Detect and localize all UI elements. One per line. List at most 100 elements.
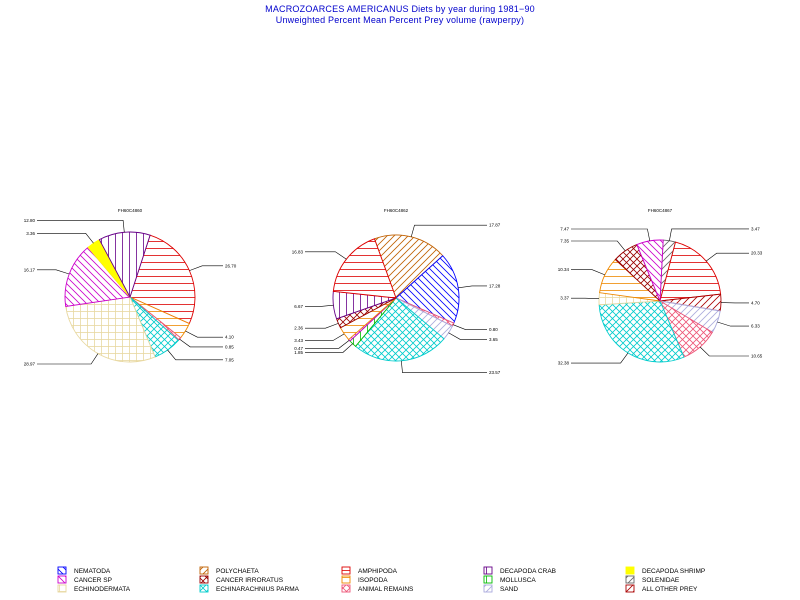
legend-item-amphipoda: AMPHIPODA xyxy=(341,566,398,575)
legend-item-echinarachnius-parma: ECHINARACHNIUS PARMA xyxy=(199,584,300,593)
legend-swatch xyxy=(57,566,67,575)
slice-value-label: 7.05 xyxy=(225,357,234,362)
legend-label: CANCER SP xyxy=(74,577,112,584)
legend-label: ECHINARACHNIUS PARMA xyxy=(216,586,300,593)
slice-value-label: 0.47 xyxy=(294,346,303,351)
pie-slice-cancer-sp xyxy=(64,246,131,307)
legend-swatch xyxy=(341,584,351,593)
legend-swatch xyxy=(483,575,493,584)
pie-label: FH60C4862 xyxy=(384,208,409,213)
legend-swatch xyxy=(341,566,351,575)
slice-value-label: 3.36 xyxy=(26,231,35,236)
chart-subtitle: Unweighted Percent Mean Percent Prey vol… xyxy=(275,15,525,25)
slice-value-label: 16.17 xyxy=(24,267,36,272)
leader-line xyxy=(167,349,223,361)
pie-chart-2: FH60C4862 17.87 17.28 0.80 3.65 23.57 1.850.47… xyxy=(292,208,501,375)
chart-title: MACROZOARCES AMERICANUS Diets by year du… xyxy=(265,4,535,14)
leader-line xyxy=(305,333,345,342)
slice-value-label: 4.10 xyxy=(225,335,234,340)
slice-value-label: 3.65 xyxy=(489,337,498,342)
legend-label: ECHINODERMATA xyxy=(74,586,131,593)
leader-line xyxy=(410,224,487,237)
leader-line xyxy=(458,285,487,289)
legend-label: AMPHIPODA xyxy=(358,568,398,575)
leader-line xyxy=(699,346,749,357)
slice-value-label: 3.43 xyxy=(294,338,303,343)
pie-chart-1: FH60C4860 26.70 4.10 0.85 7.05 28.97 16.17 3.36… xyxy=(24,208,237,367)
pie-label: FH60C4867 xyxy=(648,208,673,213)
leader-line xyxy=(305,251,347,260)
legend-label: ALL OTHER PREY xyxy=(642,586,698,593)
legend-label: NEMATODA xyxy=(74,568,111,575)
leader-line xyxy=(37,220,125,233)
leader-line xyxy=(571,269,606,276)
slice-value-label: 17.87 xyxy=(489,223,501,228)
legend-label: ISOPODA xyxy=(358,577,388,584)
legend-item-echinodermata: ECHINODERMATA xyxy=(57,584,131,593)
leader-line xyxy=(448,332,487,340)
legend-item-all-other-prey: ALL OTHER PREY xyxy=(625,584,698,593)
legend-label: ANIMAL REMAINS xyxy=(358,586,414,593)
slice-value-label: 3.37 xyxy=(560,296,569,301)
slice-value-label: 7.35 xyxy=(560,238,569,243)
slice-value-label: 28.97 xyxy=(24,362,36,367)
legend-label: SOLENIDAE xyxy=(642,577,680,584)
slice-value-label: 0.80 xyxy=(489,327,498,332)
pie-slice-nematoda xyxy=(395,255,460,324)
slice-value-label: 4.70 xyxy=(751,300,760,305)
leader-line xyxy=(571,228,651,241)
pie-slice-echinodermata xyxy=(65,296,156,363)
legend-swatch xyxy=(57,584,67,593)
leader-line xyxy=(37,353,99,365)
legend-swatch xyxy=(199,575,209,584)
leader-line xyxy=(37,269,70,275)
legend-swatch xyxy=(625,566,635,575)
pie-chart-3: FH60C4867 3.47 20.33 4.70 6.33 10.65 32.38 3.37… xyxy=(558,208,763,366)
legend-item-cancer-irroratus: CANCER IRRORATUS xyxy=(199,575,284,584)
leader-line xyxy=(305,343,353,353)
leader-line xyxy=(189,265,223,271)
leader-line xyxy=(571,240,626,252)
legend-item-isopoda: ISOPODA xyxy=(341,575,388,584)
legend-label: MOLLUSCA xyxy=(500,577,536,584)
pie-slice-amphipoda xyxy=(332,238,397,299)
pie-slice-amphipoda xyxy=(129,234,196,325)
legend-swatch xyxy=(199,566,209,575)
leader-line xyxy=(717,321,749,327)
leader-line xyxy=(179,338,223,348)
legend-label: DECAPODA CRAB xyxy=(500,568,556,575)
slice-value-label: 16.83 xyxy=(292,249,304,254)
leader-line xyxy=(452,324,487,331)
slice-value-label: 6.33 xyxy=(751,324,760,329)
leader-line xyxy=(669,228,749,241)
legend-item-decapoda-shrimp: DECAPODA SHRIMP xyxy=(625,566,705,575)
pie-slice-cancer-sp xyxy=(636,239,664,302)
leader-line xyxy=(571,352,629,364)
leader-line xyxy=(305,340,350,349)
legend-label: SAND xyxy=(500,586,518,593)
pie-label: FH60C4860 xyxy=(118,208,143,213)
legend-item-decapoda-crab: DECAPODA CRAB xyxy=(483,566,556,575)
slice-value-label: 26.70 xyxy=(225,263,237,268)
legend-item-solenidae: SOLENIDAE xyxy=(625,575,680,584)
slice-value-label: 32.38 xyxy=(558,361,570,366)
leader-line xyxy=(705,252,749,262)
slice-value-label: 17.28 xyxy=(489,283,501,288)
slice-value-label: 1.85 xyxy=(294,350,303,355)
legend-item-cancer-sp: CANCER SP xyxy=(57,575,112,584)
leader-line xyxy=(37,233,94,244)
slice-value-label: 0.85 xyxy=(225,344,234,349)
legend-swatch xyxy=(483,584,493,593)
leader-line xyxy=(185,330,223,338)
legend-swatch xyxy=(483,566,493,575)
legend-swatch xyxy=(199,584,209,593)
legend-swatch xyxy=(57,575,67,584)
slice-value-label: 12.80 xyxy=(24,218,36,223)
slice-value-label: 10.34 xyxy=(558,267,570,272)
slice-value-label: 20.33 xyxy=(751,251,763,256)
legend-item-nematoda: NEMATODA xyxy=(57,566,111,575)
legend-swatch xyxy=(341,575,351,584)
leader-line xyxy=(305,323,339,329)
legend-label: DECAPODA SHRIMP xyxy=(642,568,705,575)
